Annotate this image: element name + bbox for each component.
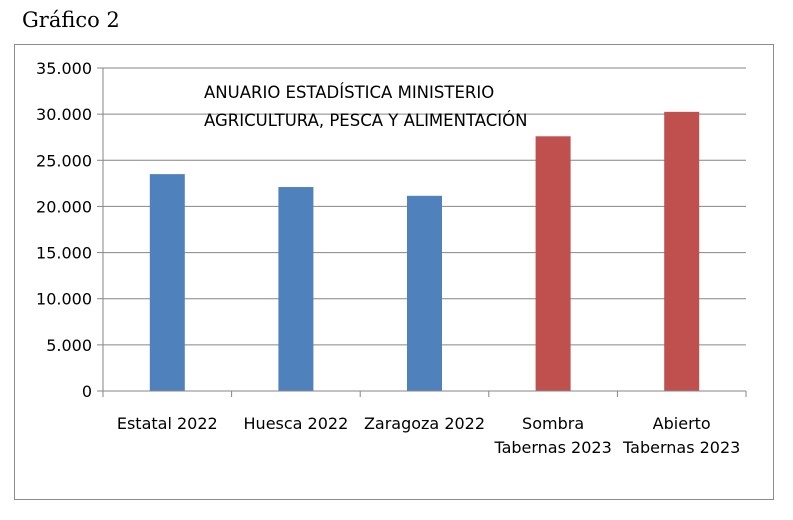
y-tick-label: 35.000	[36, 59, 92, 78]
y-tick-label: 15.000	[36, 244, 92, 263]
bar	[664, 111, 700, 391]
gridlines	[103, 67, 746, 346]
y-tick-label: 30.000	[36, 105, 92, 124]
y-tick-label: 20.000	[36, 197, 92, 216]
y-tick-label: 25.000	[36, 151, 92, 170]
x-tick-label: Huesca 2022	[244, 414, 349, 433]
x-tick-label: Zaragoza 2022	[364, 414, 485, 433]
bar	[149, 174, 185, 391]
y-tick-label: 10.000	[36, 290, 92, 309]
annotation-line-2: AGRICULTURA, PESCA Y ALIMENTACIÓN	[204, 111, 527, 130]
chart-frame	[14, 44, 774, 500]
bars	[149, 111, 700, 391]
labels: 0 5.000 10.000 15.000 20.000 25.000 30.000 35.0…	[36, 59, 740, 457]
bar	[278, 187, 314, 391]
bar	[535, 136, 571, 391]
page-heading: Gráfico 2	[22, 8, 120, 32]
y-tick-label: 0	[82, 382, 92, 401]
y-tick-label: 5.000	[46, 336, 92, 355]
x-tick-label: Tabernas 2023	[622, 438, 740, 457]
x-tick-label: Estatal 2022	[117, 414, 218, 433]
bar	[407, 195, 442, 391]
annotation-line-1: ANUARIO ESTADÍSTICA MINISTERIO	[204, 83, 494, 102]
x-tick-label: Abierto	[653, 414, 711, 433]
x-tick-label: Tabernas 2023	[493, 438, 611, 457]
x-tick-label: Sombra	[522, 414, 584, 433]
axes	[97, 67, 747, 397]
